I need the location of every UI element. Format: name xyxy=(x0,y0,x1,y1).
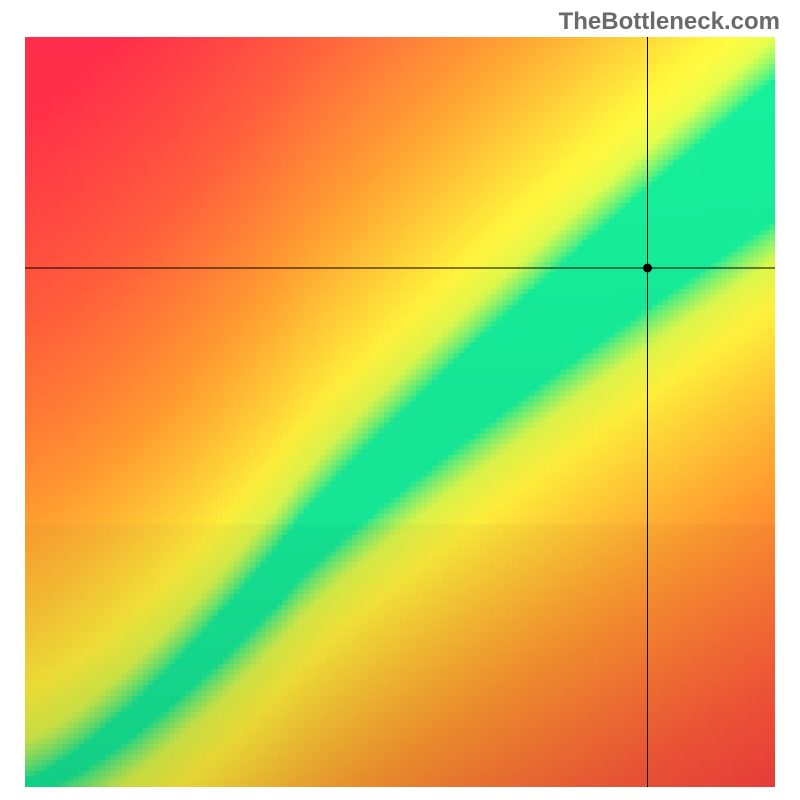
crosshair-marker xyxy=(643,264,652,273)
chart-container: { "watermark": { "text": "TheBottleneck.… xyxy=(0,0,800,800)
crosshair-overlay xyxy=(25,37,775,787)
watermark-text: TheBottleneck.com xyxy=(559,8,780,36)
